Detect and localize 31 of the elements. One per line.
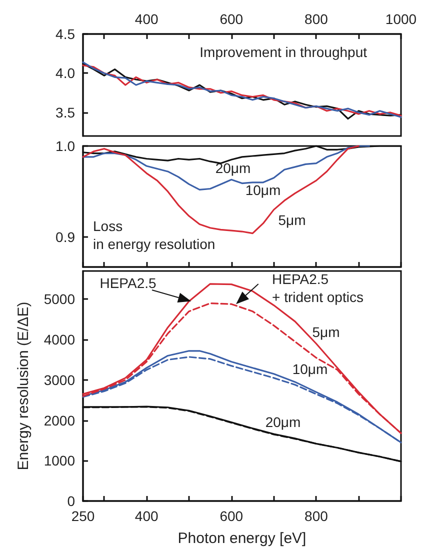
annotation: 5μm: [278, 212, 306, 228]
annotation: 20μm: [215, 160, 251, 176]
annotation: 10μm: [245, 182, 281, 198]
y-tick-label: 4000: [44, 332, 76, 348]
annotation: Improvement in throughput: [200, 44, 368, 60]
y-tick-label: 0.9: [56, 228, 76, 245]
annotation: 10μm: [292, 361, 328, 377]
y-tick-label: 2000: [44, 412, 76, 428]
x-tick-label: 600: [220, 11, 244, 27]
y-tick-label: 0: [67, 493, 76, 509]
x-axis-title: Photon energy [eV]: [178, 530, 306, 547]
annotation: 5μm: [312, 324, 340, 340]
y-tick-label: 3000: [44, 372, 76, 388]
x-tick-label: 400: [134, 508, 158, 524]
x-tick-label: 400: [134, 11, 158, 27]
x-tick-label: 600: [220, 508, 244, 524]
y-tick-label: 5000: [44, 291, 76, 308]
annotation: HEPA2.5: [100, 275, 156, 291]
annotation: Loss in energy resolution: [93, 218, 216, 252]
annotation: 20μm: [265, 414, 301, 430]
x-tick-label: 1000: [385, 11, 417, 27]
x-tick-label: 800: [304, 11, 328, 27]
x-tick-label: 250: [71, 508, 95, 524]
y-tick-label: 1.0: [56, 138, 76, 154]
annotation: HEPA2.5 + trident optics: [272, 271, 364, 305]
y-axis-title: Energy resolusion (E/ΔE): [15, 302, 32, 470]
y-tick-label: 3.5: [56, 104, 76, 120]
x-tick-label: 800: [304, 508, 328, 524]
y-tick-label: 4.0: [56, 65, 76, 82]
y-tick-label: 4.5: [56, 26, 76, 42]
y-tick-label: 1000: [44, 452, 76, 469]
